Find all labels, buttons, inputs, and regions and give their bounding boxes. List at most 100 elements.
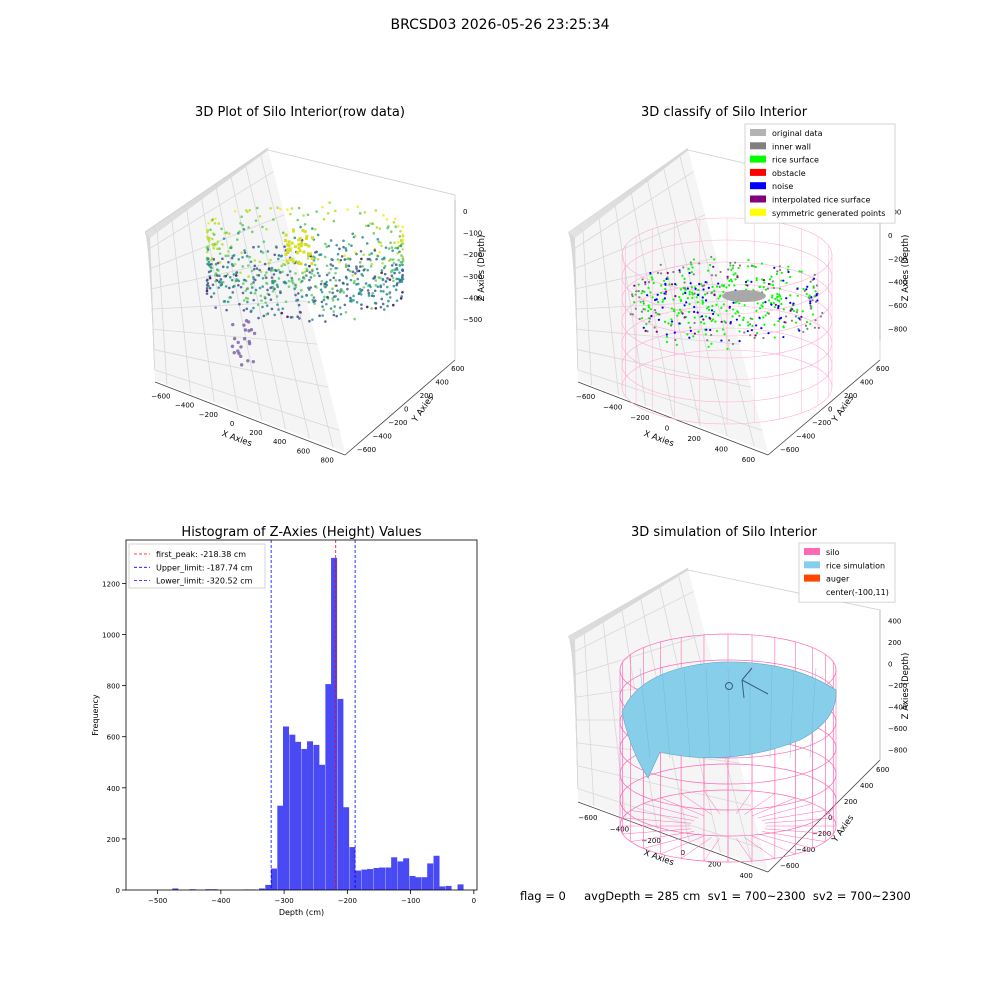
z-tick-label: −300	[463, 273, 482, 281]
grid-line	[151, 257, 296, 290]
raw-point	[281, 307, 285, 310]
classified-point	[758, 307, 762, 310]
raw-point	[315, 210, 319, 213]
raw-point	[338, 247, 341, 251]
raw-point	[343, 303, 347, 307]
grid-line	[146, 148, 269, 234]
panel-histogram: −500 −400 −300 −200 −100 0 0 200 400 600 800 1000 12…	[91, 525, 478, 917]
classified-point	[662, 298, 665, 301]
raw-point	[371, 222, 375, 226]
raw-point	[272, 218, 275, 221]
raw-point	[346, 268, 350, 271]
classified-point	[697, 330, 700, 333]
raw-point	[346, 287, 349, 291]
x-tick-label: 200	[708, 861, 721, 869]
classified-point	[704, 281, 707, 284]
x-tick-label: 400	[739, 872, 752, 880]
grid-line	[198, 195, 202, 200]
box-edge	[687, 569, 881, 760]
raw-point	[233, 262, 237, 266]
classified-point	[707, 286, 710, 289]
classified-point	[777, 306, 780, 310]
raw-point	[299, 289, 303, 292]
classified-point	[648, 317, 652, 320]
raw-point	[361, 274, 365, 277]
raw-point	[239, 285, 243, 289]
classified-point	[679, 299, 683, 303]
classified-point	[642, 326, 645, 329]
legend-swatch	[804, 548, 820, 555]
classified-point	[629, 313, 632, 316]
classified-point	[711, 318, 715, 321]
raw-point	[381, 302, 385, 306]
classified-point	[755, 324, 758, 327]
raw-point	[380, 297, 384, 301]
raw-point	[342, 239, 345, 243]
raw-point	[382, 283, 386, 286]
classified-point	[796, 308, 799, 311]
classified-point	[767, 282, 770, 286]
raw-point	[308, 264, 311, 268]
raw-point	[297, 243, 301, 247]
classified-point	[789, 275, 792, 279]
classified-point	[734, 301, 737, 304]
classified-point	[760, 326, 763, 330]
classified-point	[815, 293, 818, 297]
raw-point	[233, 209, 237, 213]
classified-point	[656, 312, 659, 316]
raw-point	[216, 247, 219, 251]
raw-point	[313, 228, 317, 231]
raw-point	[229, 246, 233, 250]
raw-point	[373, 276, 376, 279]
raw-point	[303, 270, 307, 274]
classified-point	[801, 310, 804, 313]
raw-point	[392, 279, 395, 283]
classified-point	[647, 281, 651, 284]
raw-point	[351, 232, 355, 236]
classified-point	[809, 304, 812, 307]
raw-point	[210, 295, 213, 299]
classified-point	[681, 274, 684, 277]
raw-point	[261, 305, 264, 309]
raw-point	[316, 271, 320, 275]
classified-point	[688, 293, 691, 296]
x-tick-label: 200	[249, 429, 262, 437]
raw-point	[338, 278, 341, 282]
classified-point	[727, 339, 731, 342]
raw-point	[373, 249, 377, 252]
grid-line	[573, 149, 689, 237]
raw-point	[252, 306, 255, 310]
classified-point	[639, 300, 642, 304]
classified-point	[661, 300, 664, 303]
raw-point	[258, 215, 262, 218]
raw-point	[227, 250, 230, 253]
classified-point	[762, 286, 765, 289]
classified-point	[755, 278, 758, 282]
raw-point	[347, 257, 351, 261]
raw-point	[319, 288, 323, 292]
raw-point	[280, 264, 283, 268]
classified-point	[657, 318, 660, 321]
raw-point	[224, 285, 228, 288]
raw-point	[310, 262, 314, 266]
silo-floor-line	[630, 831, 694, 842]
raw-point	[267, 293, 271, 297]
raw-point	[296, 292, 300, 295]
raw-point	[375, 226, 379, 229]
legend-label: rice surface	[772, 156, 819, 165]
raw-point	[250, 269, 254, 273]
classified-point	[640, 292, 643, 295]
classified-point	[780, 279, 783, 282]
histogram-bar	[373, 868, 380, 890]
raw-point	[398, 250, 401, 254]
raw-point	[267, 268, 271, 271]
classified-point	[694, 287, 697, 290]
raw-point	[269, 298, 273, 301]
grid-line	[153, 349, 329, 388]
classified-point	[718, 295, 722, 298]
classified-point	[774, 303, 777, 306]
raw-point	[211, 218, 215, 221]
raw-point	[219, 283, 223, 287]
raw-point	[269, 258, 272, 262]
raw-point	[284, 239, 288, 243]
